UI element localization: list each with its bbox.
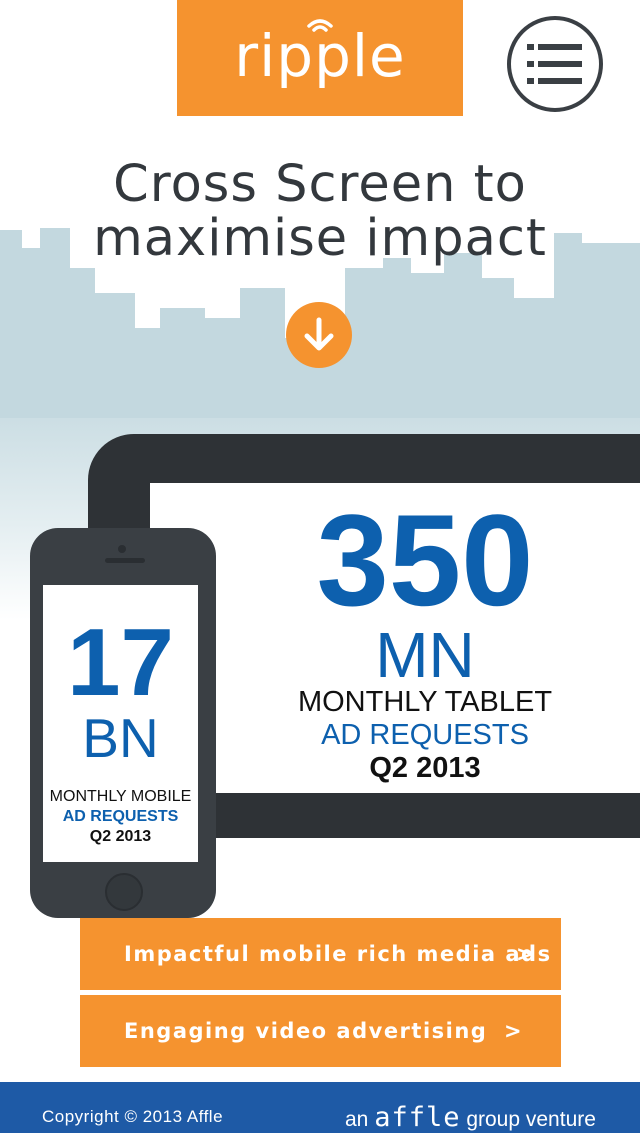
tablet-stat-unit: MN — [375, 619, 475, 691]
rich-media-ads-button[interactable]: Impactful mobile rich media ads > — [80, 918, 561, 990]
page-headline: Cross Screen to maximise impact — [40, 158, 600, 266]
phone-stat-period: Q2 2013 — [89, 828, 152, 845]
venture-prefix: an — [345, 1108, 369, 1131]
footer: Copyright © 2013 Affle an affle group ve… — [0, 1082, 640, 1133]
wifi-signal-icon — [307, 19, 333, 32]
tablet-stat-label-2: AD REQUESTS — [321, 719, 529, 751]
tablet-stat-period: Q2 2013 — [369, 752, 481, 784]
chevron-right-icon: > — [516, 942, 536, 966]
copyright-text: Copyright © 2013 Affle — [42, 1107, 224, 1126]
phone-camera — [118, 545, 126, 553]
phone-stat-number: 17 — [67, 609, 174, 716]
phone-speaker — [105, 558, 145, 563]
tablet-stat-label-1: MONTHLY TABLET — [297, 686, 553, 718]
scroll-down-button[interactable] — [286, 302, 352, 368]
affle-logo: affle — [374, 1102, 461, 1133]
button-label: Engaging video advertising — [124, 1019, 488, 1043]
button-label: Impactful mobile rich media ads — [124, 942, 552, 966]
headline-line-1: Cross Screen to — [113, 155, 527, 214]
phone-stat-unit: BN — [82, 707, 159, 769]
affle-venture-link[interactable]: an affle group venture — [345, 1102, 596, 1133]
venture-suffix: group venture — [466, 1108, 596, 1131]
tablet-stat-number: 350 — [316, 487, 534, 633]
arrow-down-icon — [304, 317, 334, 351]
menu-button[interactable] — [507, 16, 603, 112]
headline-line-2: maximise impact — [93, 209, 547, 268]
ripple-logo[interactable]: ripple — [177, 0, 463, 116]
city-skyline-illustration — [0, 228, 640, 418]
phone-screen — [43, 585, 198, 862]
phone-stat-label-2: AD REQUESTS — [62, 808, 179, 825]
chevron-right-icon: > — [504, 1019, 524, 1043]
tablet-screen — [150, 483, 640, 793]
phone-home-button — [105, 873, 143, 911]
logo-text: ripple — [234, 22, 406, 90]
phone-stat-label-1: MONTHLY MOBILE — [49, 788, 192, 805]
video-advertising-button[interactable]: Engaging video advertising > — [80, 995, 561, 1067]
